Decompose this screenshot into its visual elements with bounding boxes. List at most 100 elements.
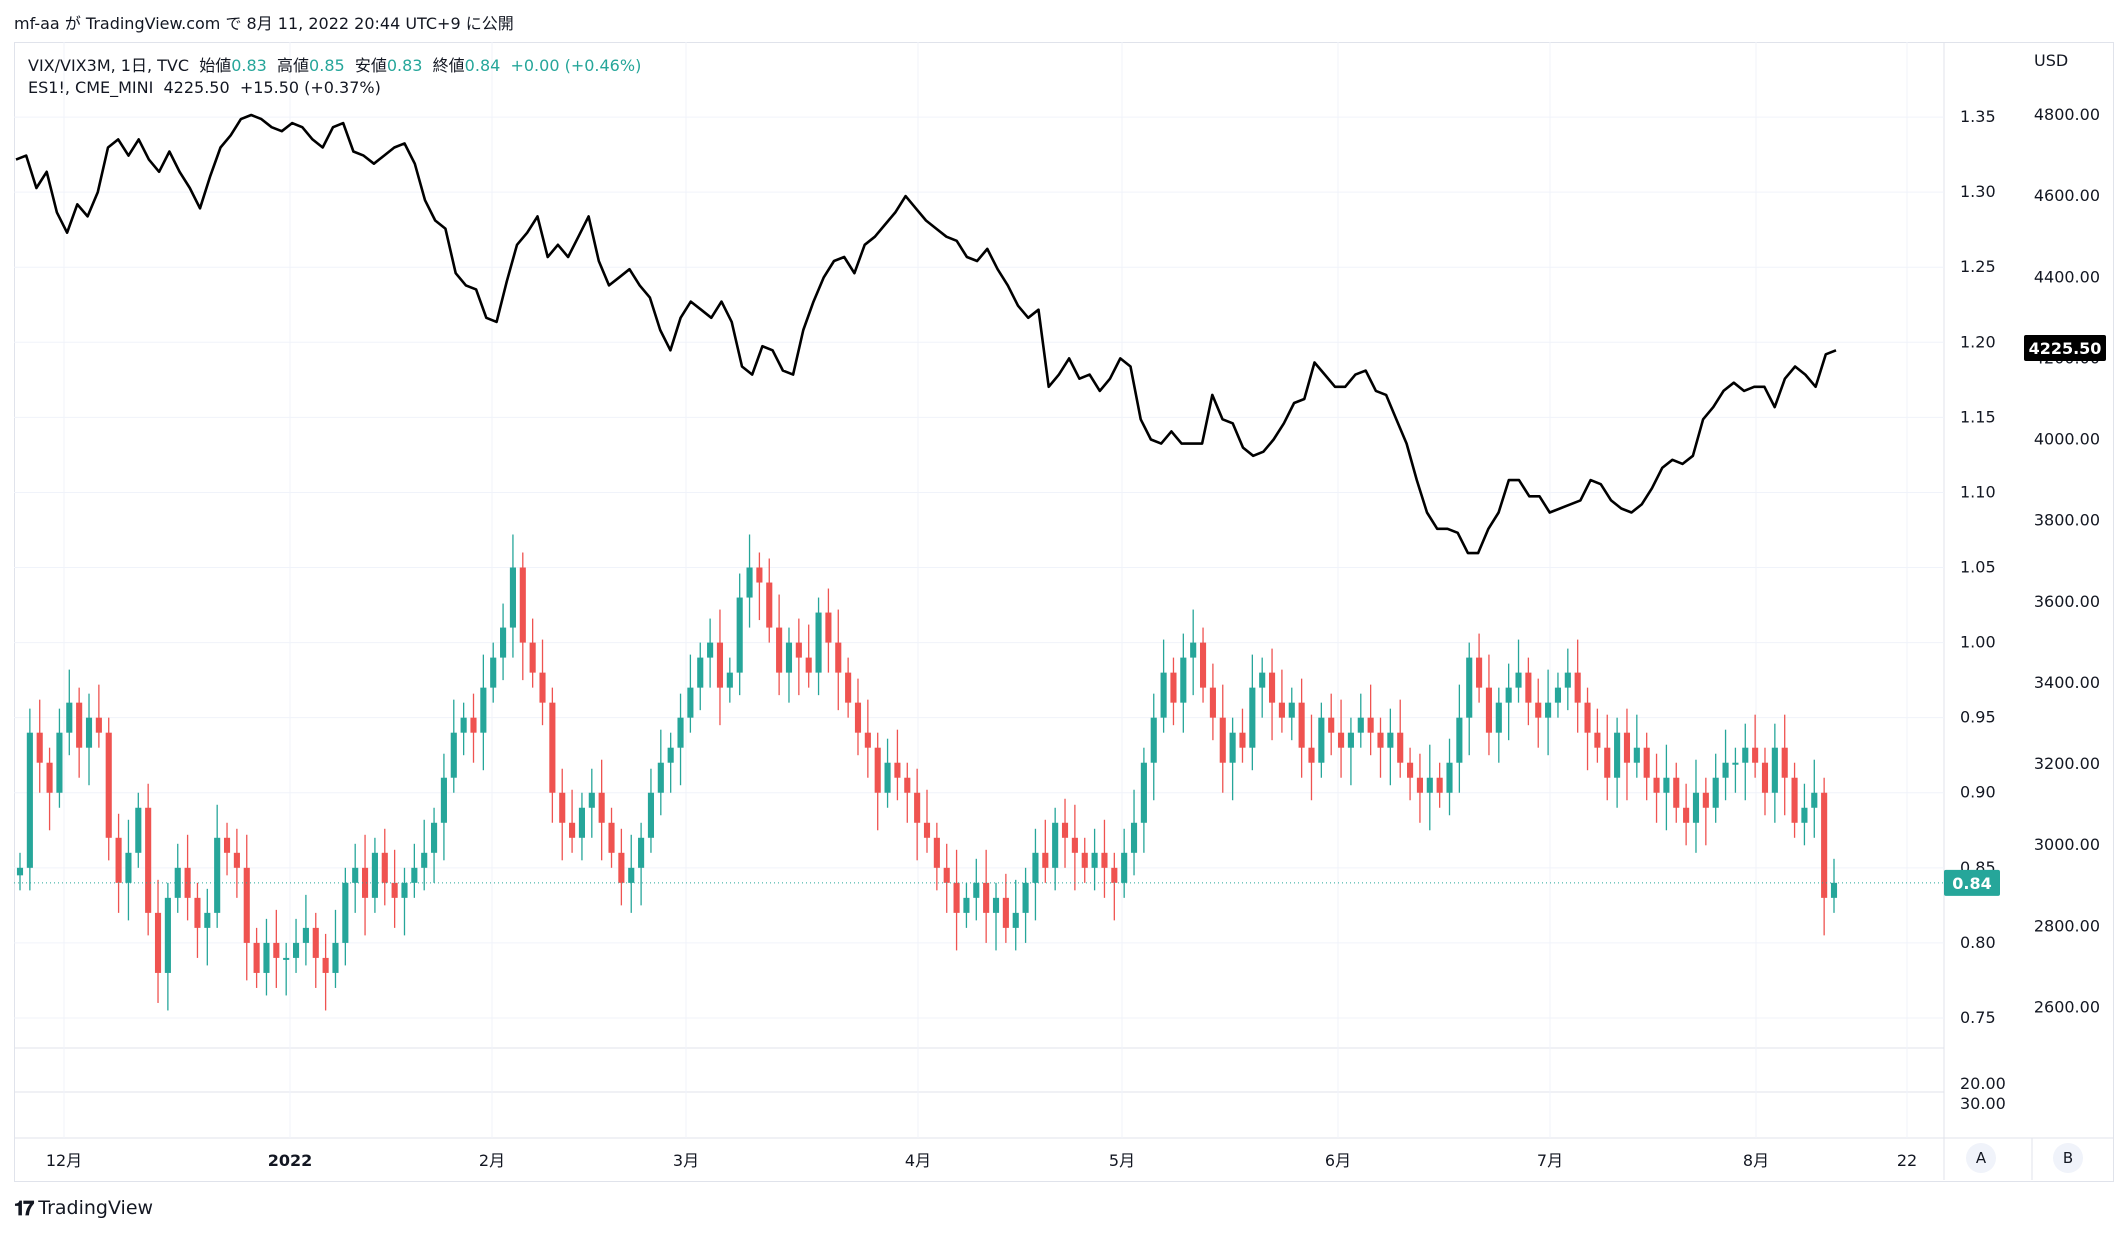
candle-body: [263, 942, 270, 973]
y-tick-label-es: 3000.00: [2034, 835, 2100, 854]
candle-body: [1702, 792, 1709, 808]
candle-body: [1229, 732, 1236, 763]
candle-body: [1160, 672, 1167, 718]
candle-body: [125, 852, 132, 883]
x-tick-label: 2月: [479, 1151, 505, 1170]
candle-body: [904, 777, 911, 793]
y-tick-label-es: 4800.00: [2034, 105, 2100, 124]
candle-body: [253, 942, 260, 973]
candle-body: [352, 867, 359, 883]
candle-body: [233, 852, 240, 868]
candle-body: [1071, 837, 1078, 853]
last-value-badge-vix: [1944, 869, 2000, 896]
candle-body: [1821, 792, 1828, 898]
y-tick-label-vix: 0.80: [1960, 933, 1996, 952]
candle-body: [440, 777, 447, 823]
y-tick-label-vix: 1.10: [1960, 482, 1996, 501]
candle-body: [460, 717, 467, 733]
sub-pane-tick-label: 20.00: [1960, 1074, 2006, 1093]
candle-body: [1180, 657, 1187, 703]
candle-body: [342, 882, 349, 943]
candle-body: [874, 747, 881, 793]
candle-body: [1722, 762, 1729, 778]
vix-ratio-candles: [16, 534, 1838, 1011]
candle-body: [638, 837, 645, 868]
scale-button-b[interactable]: B: [2053, 1143, 2083, 1173]
candle-body: [1199, 642, 1207, 688]
candle-body: [1456, 717, 1463, 763]
candle-body: [923, 822, 931, 838]
candle-body: [1111, 867, 1118, 883]
candle-body: [450, 732, 457, 778]
candle-body: [756, 567, 763, 583]
candle-body: [795, 642, 802, 658]
y-tick-label-es: 3800.00: [2034, 511, 2100, 530]
candle-body: [1338, 732, 1345, 748]
candle-body: [184, 867, 191, 898]
candle-body: [1170, 672, 1177, 703]
candle-body: [677, 717, 684, 748]
legend-high-value: 0.85: [309, 56, 345, 75]
candle-body: [657, 762, 664, 793]
candle-body: [1742, 747, 1749, 763]
candle-body: [864, 732, 871, 748]
candle-body: [223, 837, 231, 853]
candle-body: [401, 882, 408, 898]
candle-body: [1801, 807, 1808, 823]
candle-body: [1811, 792, 1818, 808]
candle-body: [963, 897, 970, 913]
candle-body: [26, 732, 33, 868]
candle-body: [608, 822, 615, 853]
candle-body: [56, 732, 63, 793]
candle-body: [805, 657, 812, 673]
y-tick-label-vix: 0.75: [1960, 1008, 1996, 1027]
y-tick-label-es: 3600.00: [2034, 592, 2100, 611]
candle-body: [1052, 822, 1059, 868]
legend-es-symbol: ES1!, CME_MINI: [28, 78, 154, 97]
last-value-labels: 0.84 4225.50: [14, 335, 2106, 896]
candle-body: [509, 567, 516, 628]
candle-body: [76, 702, 83, 748]
y-tick-label-vix: 1.00: [1960, 633, 1996, 652]
candle-body: [1643, 747, 1650, 778]
y-tick-label-vix: 1.15: [1960, 407, 1996, 426]
candle-body: [667, 747, 674, 763]
candle-body: [115, 837, 122, 883]
candle-body: [1466, 657, 1473, 718]
candle-body: [243, 867, 250, 943]
candle-body: [716, 642, 724, 688]
candle-body: [894, 762, 901, 778]
candle-body: [953, 882, 960, 913]
tradingview-logo-icon: 𝟏𝟕: [14, 1196, 34, 1220]
candle-body: [1318, 717, 1325, 763]
candle-body: [480, 687, 487, 733]
candle-body: [1525, 672, 1532, 703]
candle-body: [1830, 882, 1838, 898]
candle-body: [283, 957, 290, 960]
candle-body: [1377, 732, 1384, 748]
candle-body: [1663, 777, 1670, 793]
candle-body: [273, 942, 280, 958]
y-tick-label-es: 3400.00: [2034, 673, 2100, 692]
candle-body: [46, 762, 53, 793]
candle-body: [145, 807, 152, 913]
candle-body: [322, 957, 329, 973]
candle-body: [1387, 732, 1394, 748]
y-tick-label-vix: 1.25: [1960, 257, 1996, 276]
scale-button-a[interactable]: A: [1966, 1143, 1996, 1173]
candle-body: [1771, 747, 1778, 793]
candle-body: [1515, 672, 1522, 688]
candle-body: [815, 612, 822, 673]
y-tick-label-vix: 1.05: [1960, 558, 1996, 577]
candle-body: [1692, 792, 1700, 823]
x-tick-label: 8月: [1743, 1151, 1769, 1170]
candle-body: [1505, 687, 1512, 703]
candle-body: [1190, 642, 1197, 658]
candle-body: [736, 597, 743, 673]
x-tick-label: 5月: [1109, 1151, 1135, 1170]
candle-body: [1397, 732, 1404, 763]
candle-body: [1732, 762, 1739, 765]
candle-body: [36, 732, 43, 763]
candle-body: [1032, 852, 1039, 883]
